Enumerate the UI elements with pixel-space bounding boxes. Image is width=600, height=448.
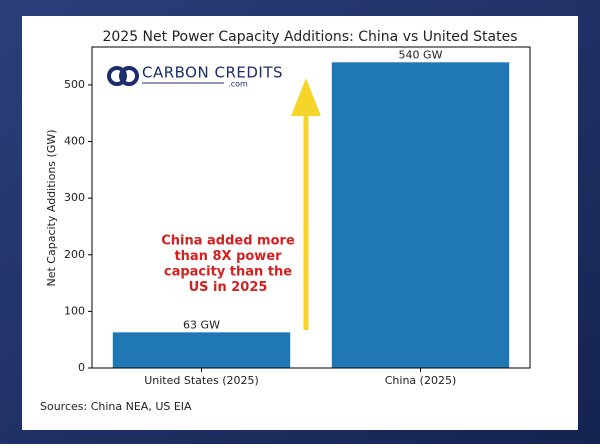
logo-icon (107, 66, 127, 86)
annotation: capacity than the (164, 265, 292, 280)
y-tick-label: 500 (64, 78, 85, 91)
y-axis-label: Net Capacity Additions (GW) (45, 129, 58, 286)
y-tick-label: 400 (64, 135, 85, 148)
bar (112, 332, 291, 368)
logo: CARBON CREDITS .com (107, 64, 283, 89)
x-tick-label: China (2025) (385, 374, 457, 387)
arrow-head (291, 78, 321, 116)
source: Sources: China NEA, US EIA (40, 400, 192, 413)
logo-name: CARBON CREDITS (142, 64, 283, 82)
y-tick-label: 0 (78, 361, 85, 374)
annotation: China added more (161, 234, 295, 249)
y-tick-label: 300 (64, 191, 85, 204)
logo-domain: .com (228, 80, 248, 89)
value-label: 63 GW (183, 318, 220, 331)
annotation: US in 2025 (189, 280, 268, 295)
plot-frame (91, 46, 531, 369)
x-tick-label: United States (2025) (144, 374, 259, 387)
arrow (291, 78, 321, 330)
bar (331, 62, 510, 369)
chart-title: 2025 Net Power Capacity Additions: China… (102, 29, 517, 45)
y-tick-label: 100 (64, 304, 85, 317)
logo-icon (119, 66, 139, 86)
y-tick-label: 200 (64, 248, 85, 261)
annotation: than 8X power (174, 249, 282, 264)
value-label: 540 GW (399, 48, 443, 61)
